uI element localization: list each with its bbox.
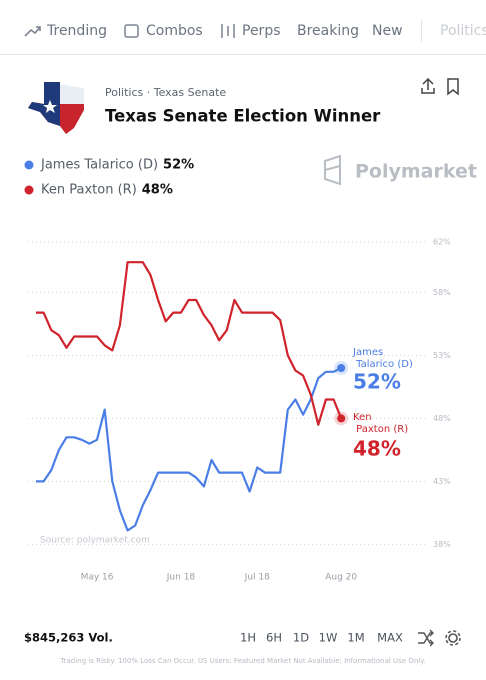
market-title: Texas Senate Election Winner bbox=[105, 107, 381, 126]
x-tick-label: Aug 20 bbox=[325, 573, 357, 583]
legend-value: 52% bbox=[163, 158, 194, 173]
legend-name: James Talarico (D) bbox=[40, 158, 158, 173]
trending-icon bbox=[24, 26, 41, 37]
brand-logo bbox=[324, 154, 341, 186]
end-label-name: James Talarico (D) bbox=[352, 347, 413, 370]
shuffle-icon[interactable] bbox=[418, 629, 434, 647]
end-label-value: 48% bbox=[353, 437, 401, 461]
breadcrumb: Politics · Texas Senate bbox=[105, 86, 226, 99]
x-tick-label: May 16 bbox=[81, 573, 114, 583]
y-tick-label: 43% bbox=[433, 477, 451, 486]
y-tick-label: 38% bbox=[433, 540, 451, 549]
settings-icon[interactable] bbox=[448, 633, 458, 643]
nav-item[interactable]: Perps bbox=[242, 23, 281, 39]
perps-icon bbox=[221, 24, 235, 38]
x-tick-label: Jun 18 bbox=[166, 573, 196, 583]
nav-item[interactable]: Politics bbox=[440, 23, 486, 39]
timeframe-button[interactable]: MAX bbox=[377, 631, 403, 645]
legend-swatch bbox=[24, 185, 34, 195]
timeframe-button[interactable]: 1M bbox=[347, 631, 364, 645]
nav-item[interactable]: Combos bbox=[146, 23, 203, 39]
texas-flag-icon bbox=[28, 82, 84, 134]
timeframe-button[interactable]: 1W bbox=[319, 631, 338, 645]
x-tick-label: Jul 18 bbox=[244, 573, 270, 583]
nav-item[interactable]: Breaking bbox=[297, 23, 359, 39]
nav-item[interactable]: Trending bbox=[46, 23, 107, 39]
y-tick-label: 58% bbox=[433, 288, 451, 297]
y-tick-label: 48% bbox=[433, 414, 451, 423]
combos-icon bbox=[124, 24, 139, 38]
legend-name: Ken Paxton (R) bbox=[41, 183, 137, 198]
share-icon[interactable] bbox=[421, 77, 435, 94]
timeframe-button[interactable]: 6H bbox=[266, 631, 282, 645]
legend-value: 48% bbox=[142, 183, 173, 198]
bookmark-icon[interactable] bbox=[447, 78, 459, 96]
timeframe-button[interactable]: 1H bbox=[240, 631, 256, 645]
series-line bbox=[36, 261, 343, 426]
timeframe-button[interactable]: 1D bbox=[293, 631, 309, 645]
brand-name: Polymarket bbox=[355, 161, 477, 183]
y-tick-label: 53% bbox=[433, 351, 451, 360]
end-dot bbox=[337, 364, 346, 372]
source-note: Source: polymarket.com bbox=[40, 536, 150, 546]
y-tick-label: 62% bbox=[433, 238, 451, 247]
settings-icon-teeth[interactable] bbox=[445, 630, 461, 646]
series-line bbox=[36, 367, 342, 532]
disclaimer: Trading is Risky. 100% Loss Can Occur. U… bbox=[59, 657, 425, 665]
end-label-name: Ken Paxton (R) bbox=[353, 412, 408, 435]
nav-item[interactable]: New bbox=[372, 23, 403, 39]
end-dot bbox=[337, 414, 346, 423]
end-label-value: 52% bbox=[353, 370, 401, 394]
legend-swatch bbox=[24, 160, 34, 170]
volume: $845,263 Vol. bbox=[24, 631, 113, 645]
